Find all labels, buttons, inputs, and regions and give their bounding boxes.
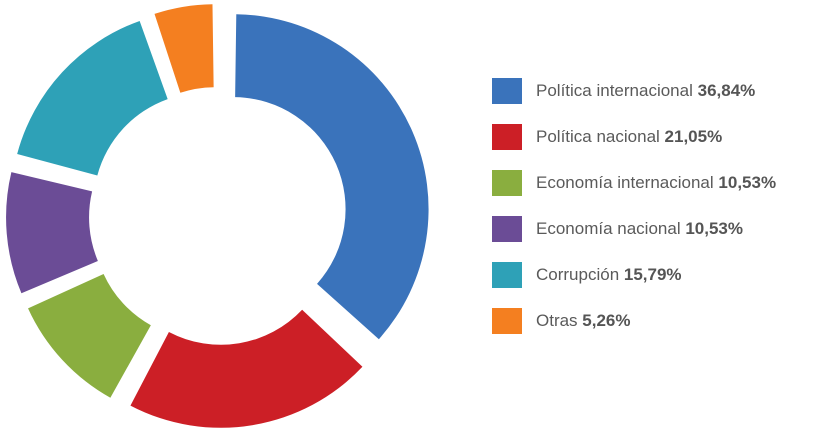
legend-value: 10,53% (685, 219, 743, 238)
legend-label: Política nacional (536, 127, 660, 146)
donut-slice-3 (6, 172, 98, 294)
legend-entry: Economía internacional 10,53% (536, 173, 776, 193)
legend-swatch (492, 170, 522, 196)
legend-swatch (492, 216, 522, 242)
legend-swatch (492, 124, 522, 150)
donut-slice-5 (154, 4, 214, 93)
donut-chart (6, 4, 429, 428)
legend-label: Política internacional (536, 81, 693, 100)
legend-entry: Otras 5,26% (536, 311, 631, 331)
legend-value: 5,26% (582, 311, 631, 330)
legend-item-3: Economía nacional 10,53% (492, 216, 776, 242)
legend-swatch (492, 78, 522, 104)
legend-swatch (492, 262, 522, 288)
donut-slice-2 (28, 273, 151, 398)
legend-item-1: Política nacional 21,05% (492, 124, 776, 150)
legend-entry: Economía nacional 10,53% (536, 219, 743, 239)
legend-entry: Corrupción 15,79% (536, 265, 682, 285)
legend-item-2: Economía internacional 10,53% (492, 170, 776, 196)
legend-swatch (492, 308, 522, 334)
donut-slice-1 (130, 309, 363, 428)
legend: Política internacional 36,84% Política na… (492, 78, 776, 354)
legend-item-4: Corrupción 15,79% (492, 262, 776, 288)
legend-value: 21,05% (664, 127, 723, 146)
legend-label: Otras (536, 311, 578, 330)
legend-value: 15,79% (623, 265, 682, 284)
legend-value: 36,84% (697, 81, 756, 100)
donut-slice-4 (17, 20, 168, 176)
legend-entry: Política internacional 36,84% (536, 81, 755, 101)
legend-label: Corrupción (536, 265, 620, 284)
donut-slice-0 (235, 14, 429, 340)
legend-item-0: Política internacional 36,84% (492, 78, 776, 104)
legend-entry: Política nacional 21,05% (536, 127, 722, 147)
legend-label: Economía nacional (536, 219, 681, 238)
legend-item-5: Otras 5,26% (492, 308, 776, 334)
legend-value: 10,53% (718, 173, 777, 192)
legend-label: Economía internacional (536, 173, 714, 192)
